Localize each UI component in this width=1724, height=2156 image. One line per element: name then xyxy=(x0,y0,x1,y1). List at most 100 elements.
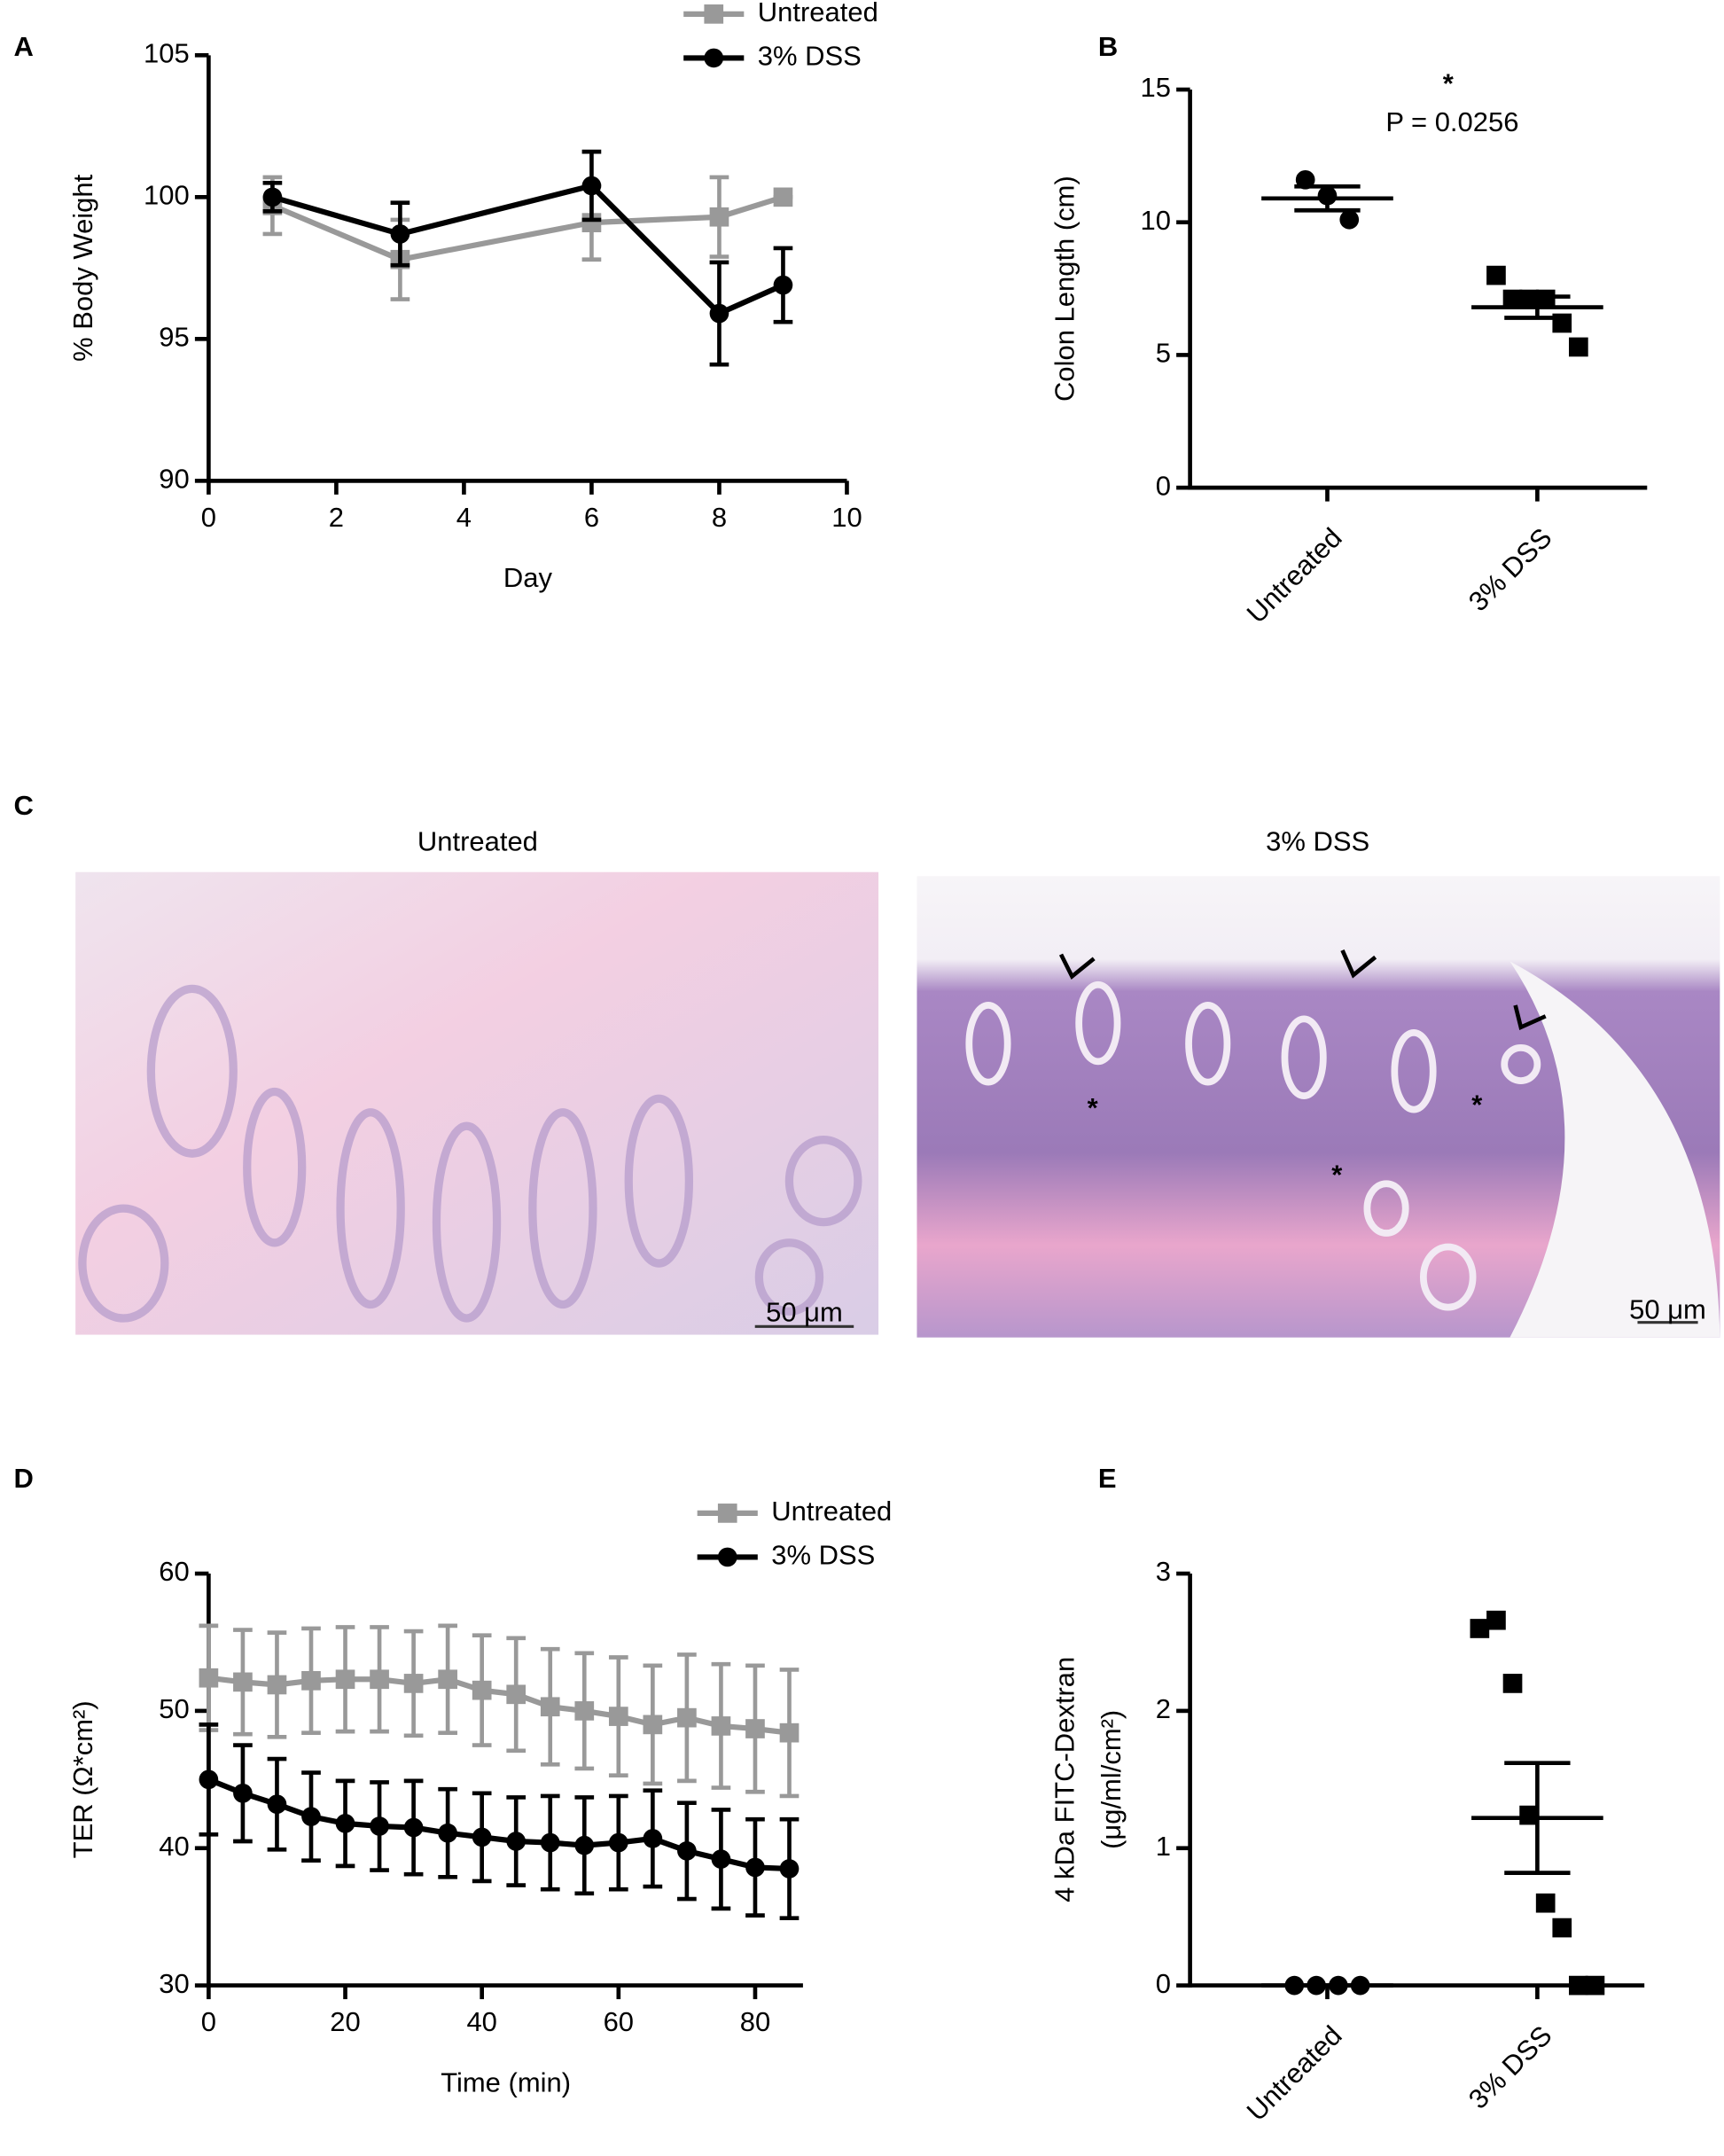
marker xyxy=(711,1716,731,1736)
annotation: * xyxy=(1331,1160,1343,1191)
x-tick-label: 60 xyxy=(604,2006,634,2037)
marker xyxy=(643,1715,663,1735)
marker xyxy=(745,1857,765,1878)
marker xyxy=(1535,1893,1556,1913)
x-tick-label: 10 xyxy=(831,502,862,533)
marker xyxy=(643,1829,663,1848)
marker xyxy=(233,1672,253,1692)
arrowheads xyxy=(1058,949,1547,1030)
y-tick-label: 5 xyxy=(1156,338,1171,369)
panel-label: D xyxy=(13,1463,33,1494)
lumen xyxy=(1509,961,1720,1338)
series-line xyxy=(271,183,784,317)
marker xyxy=(540,1697,560,1717)
panel-label: B xyxy=(1098,31,1118,62)
panel-label: C xyxy=(13,790,33,821)
panel-label: E xyxy=(1098,1463,1117,1494)
marker xyxy=(267,1794,287,1815)
marker xyxy=(403,1674,424,1693)
marker xyxy=(677,1707,697,1728)
marker xyxy=(506,1832,527,1851)
y-axis-title: % Body Weight xyxy=(67,174,98,362)
marker xyxy=(773,187,793,207)
y-axis-title: 4 kDa FITC-Dextran xyxy=(1049,1657,1080,1902)
legend-marker xyxy=(704,4,724,24)
y-tick-label: 60 xyxy=(159,1556,189,1587)
y-tick-label: 10 xyxy=(1140,205,1170,236)
marker xyxy=(335,1814,355,1833)
marker xyxy=(1470,1619,1490,1638)
legend-marker xyxy=(717,1504,737,1523)
histology-image xyxy=(75,871,879,1335)
x-tick-label: Untreated xyxy=(1241,522,1348,629)
x-tick-label: 3% DSS xyxy=(1463,522,1558,618)
y-tick-label: 0 xyxy=(1156,470,1171,501)
y-tick-label: 0 xyxy=(1156,1968,1171,1999)
marker xyxy=(1339,209,1360,230)
series-line xyxy=(207,1777,790,1872)
marker xyxy=(1486,265,1506,285)
marker xyxy=(773,275,793,295)
marker xyxy=(709,207,729,227)
marker xyxy=(608,1832,628,1853)
sem-bar xyxy=(1504,294,1571,320)
sem-bar xyxy=(1504,1761,1571,1875)
marker xyxy=(1535,289,1556,309)
y-tick-label: 15 xyxy=(1140,72,1170,103)
tissue-texture xyxy=(78,984,862,1323)
image-title: Untreated xyxy=(417,825,538,856)
marker xyxy=(370,1816,389,1836)
marker xyxy=(301,1807,321,1826)
marker xyxy=(199,1668,219,1688)
marker xyxy=(1552,1918,1572,1938)
x-tick-label: 80 xyxy=(740,2006,770,2037)
x-tick-label: Untreated xyxy=(1241,2019,1348,2127)
x-tick-label: 0 xyxy=(201,2006,216,2037)
legend-label: Untreated xyxy=(758,0,878,27)
marker xyxy=(233,1783,253,1803)
marker xyxy=(779,1859,800,1879)
image-title: 3% DSS xyxy=(1266,825,1369,856)
marker xyxy=(438,1823,457,1843)
marker xyxy=(267,1675,287,1695)
annotation: * xyxy=(1471,1090,1483,1121)
marker xyxy=(472,1680,492,1700)
x-axis-title: Day xyxy=(503,562,553,593)
x-axis-title: Time (min) xyxy=(441,2066,571,2097)
x-tick-label: 2 xyxy=(329,502,344,533)
legend-marker xyxy=(704,48,724,68)
sem-bar xyxy=(1294,184,1361,213)
marker xyxy=(506,1684,527,1705)
y-tick-label: 100 xyxy=(144,180,190,211)
marker xyxy=(1569,337,1588,357)
marker xyxy=(608,1707,628,1726)
marker xyxy=(262,187,283,207)
marker xyxy=(1569,1975,1588,1996)
legend-label: 3% DSS xyxy=(771,1540,875,1571)
y-tick-label: 3 xyxy=(1156,1556,1171,1587)
y-tick-label: 30 xyxy=(159,1968,189,1999)
marker xyxy=(711,1849,731,1869)
marker xyxy=(1585,1975,1605,1996)
x-tick-label: 0 xyxy=(201,502,216,533)
y-axis-title: Colon Length (cm) xyxy=(1049,176,1080,402)
panel-label: A xyxy=(13,31,33,62)
y-tick-label: 50 xyxy=(159,1693,189,1724)
x-tick-label: 8 xyxy=(712,502,727,533)
x-tick-label: 40 xyxy=(466,2006,496,2037)
y-tick-label: 1 xyxy=(1156,1831,1171,1862)
marker xyxy=(574,1835,595,1855)
marker xyxy=(574,1701,595,1721)
legend-label: 3% DSS xyxy=(758,41,862,72)
marker xyxy=(301,1670,321,1691)
series-line xyxy=(208,1675,790,1736)
y-tick-label: 40 xyxy=(159,1831,189,1862)
y-axis-title: TER (Ω*cm²) xyxy=(67,1700,98,1858)
marker xyxy=(1486,1610,1506,1630)
y-tick-label: 2 xyxy=(1156,1693,1171,1724)
legend-label: Untreated xyxy=(771,1496,892,1527)
annotation: P = 0.0256 xyxy=(1385,106,1518,137)
marker xyxy=(438,1669,457,1690)
